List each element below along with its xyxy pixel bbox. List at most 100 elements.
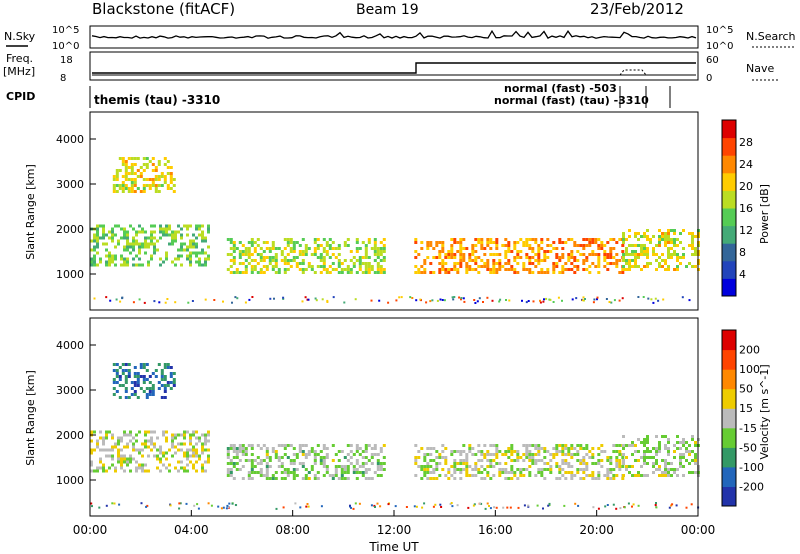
echo-cell-band-2: [286, 474, 290, 477]
echo-cell-band-0: [192, 463, 195, 467]
echo-cell-band-2: [313, 456, 317, 459]
echo-cell-band-4: [661, 253, 664, 256]
echo-cell-band-4: [691, 241, 694, 244]
colorbar-swatch: [722, 427, 736, 448]
power-y-label: Slant Range [km]: [24, 164, 37, 260]
echo-cell-band-3: [606, 468, 610, 471]
echo-cell-band-4: [667, 241, 670, 244]
echo-cell-band-3: [441, 262, 445, 265]
echo-cell-band-2: [325, 456, 329, 459]
time-x-axis: 00:00 04:00 08:00 12:00 16:00 20:00 00:00: [73, 510, 715, 537]
echo-cell-band-3: [513, 471, 517, 474]
echo-cell-band-3: [531, 462, 535, 465]
echo-cell-band-3: [426, 462, 430, 465]
echo-cell-band-3: [438, 262, 442, 265]
echo-cell-band-1: [124, 160, 128, 163]
echo-cell-band-3: [492, 265, 496, 268]
echo-cell-band-4: [646, 253, 649, 256]
echo-cell-band-2: [304, 253, 308, 256]
ground-scatter-point: [196, 503, 199, 506]
echo-cell-band-0: [141, 466, 144, 470]
echo-cell-band-1: [169, 366, 173, 369]
echo-cell-band-3: [588, 474, 592, 477]
echo-cell-band-0: [117, 457, 120, 461]
echo-cell-band-2: [289, 247, 293, 250]
echo-cell-band-0: [186, 463, 189, 467]
echo-cell-band-1: [118, 384, 122, 387]
echo-cell-band-0: [135, 242, 138, 246]
echo-cell-band-4: [631, 465, 634, 468]
echo-cell-band-2: [340, 465, 344, 468]
echo-cell-band-0: [192, 445, 195, 449]
echo-cell-band-2: [289, 250, 293, 253]
echo-cell-band-4: [655, 253, 658, 256]
echo-cell-band-3: [594, 253, 598, 256]
echo-cell-band-2: [340, 474, 344, 477]
ground-scatter-point: [248, 298, 251, 301]
echo-cell-band-2: [265, 268, 269, 271]
ground-scatter-point: [282, 506, 285, 509]
echo-cell-band-4: [664, 238, 667, 241]
echo-cell-band-2: [247, 247, 251, 250]
echo-cell-band-0: [141, 454, 144, 458]
echo-cell-band-3: [615, 462, 619, 465]
echo-cell-band-1: [160, 375, 164, 378]
echo-cell-band-3: [540, 471, 544, 474]
echo-cell-band-1: [154, 178, 158, 181]
echo-cell-band-1: [121, 372, 125, 375]
echo-cell-band-0: [159, 445, 162, 449]
echo-cell-band-4: [685, 450, 688, 453]
echo-cell-band-2: [382, 271, 386, 274]
ground-scatter-point: [373, 504, 376, 507]
echo-cell-band-2: [367, 265, 371, 268]
ground-scatter-point: [675, 504, 678, 507]
echo-cell-band-4: [634, 244, 637, 247]
echo-cell-band-3: [504, 468, 508, 471]
echo-cell-band-4: [679, 441, 682, 444]
ground-scatter-point: [462, 297, 465, 300]
echo-cell-band-0: [189, 251, 192, 255]
echo-cell-band-4: [625, 259, 628, 262]
ground-scatter-point: [352, 507, 355, 510]
echo-cell-band-4: [646, 462, 649, 465]
echo-cell-band-2: [355, 250, 359, 253]
echo-cell-band-2: [259, 271, 263, 274]
echo-cell-band-4: [643, 474, 646, 477]
echo-cell-band-3: [528, 244, 532, 247]
echo-cell-band-3: [555, 256, 559, 259]
echo-cell-band-3: [552, 271, 556, 274]
echo-cell-band-3: [429, 447, 433, 450]
echo-cell-band-4: [658, 474, 661, 477]
echo-cell-band-0: [177, 248, 180, 252]
ground-scatter-point: [539, 299, 541, 302]
echo-cell-band-4: [652, 253, 655, 256]
echo-cell-band-0: [93, 236, 96, 240]
echo-cell-band-0: [144, 430, 147, 434]
echo-cell-band-2: [271, 477, 275, 480]
echo-cell-band-2: [337, 262, 341, 265]
echo-cell-band-3: [477, 450, 481, 453]
echo-cell-band-2: [268, 477, 272, 480]
echo-cell-band-2: [298, 250, 302, 253]
echo-cell-band-4: [688, 462, 691, 465]
echo-cell-band-1: [142, 184, 146, 187]
colorbar-tick-label: 15: [739, 402, 753, 415]
echo-cell-band-2: [271, 244, 275, 247]
echo-cell-band-2: [310, 447, 314, 450]
echo-cell-band-3: [459, 256, 463, 259]
echo-cell-band-2: [319, 271, 323, 274]
echo-cell-band-3: [531, 238, 535, 241]
echo-cell-band-0: [189, 257, 192, 261]
echo-cell-band-0: [186, 448, 189, 452]
echo-cell-band-3: [438, 462, 442, 465]
echo-cell-band-3: [510, 265, 514, 268]
echo-cell-band-3: [555, 477, 559, 480]
echo-cell-band-3: [546, 256, 550, 259]
echo-cell-band-1: [127, 369, 131, 372]
echo-cell-band-2: [274, 247, 278, 250]
echo-cell-band-2: [364, 253, 368, 256]
freq-unit-label: [MHz]: [3, 65, 35, 78]
echo-cell-band-2: [235, 456, 239, 459]
echo-cell-band-2: [229, 247, 233, 250]
echo-cell-band-0: [165, 227, 168, 231]
